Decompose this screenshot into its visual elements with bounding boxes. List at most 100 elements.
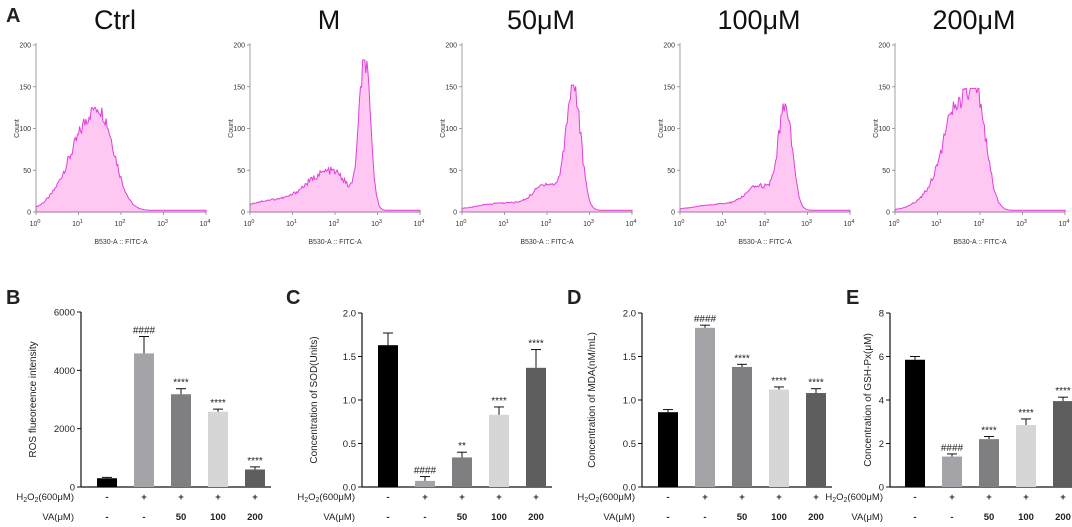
histogram-x-axis-label: B530-A :: FITC-A	[308, 239, 362, 246]
va-dose-label: 50	[457, 512, 468, 523]
h2o2-sign: +	[215, 492, 221, 503]
va-dose-label: -	[950, 512, 953, 523]
histogram-5: 200μM 0 50 100 150 200 100 101 102 103 104 Count B53…	[873, 5, 1069, 246]
histogram-y-tick-label: 0	[671, 210, 675, 217]
histogram-title: M	[318, 5, 341, 35]
histogram-x-tick-label: 100	[244, 219, 255, 228]
bar-y-axis-label: Concentration of MDA(nM/mL)	[587, 332, 598, 468]
h2o2-sign: +	[252, 492, 258, 503]
va-dose-label: 200	[247, 512, 263, 523]
histogram-y-tick-label: 0	[453, 210, 457, 217]
histogram-y-tick-label: 0	[886, 210, 890, 217]
bar-200	[806, 393, 826, 487]
panel-label-a: A	[6, 5, 20, 27]
histogram-x-tick-label: 102	[974, 219, 985, 228]
histogram-x-tick-label: 102	[115, 219, 126, 228]
bar-200	[526, 367, 546, 487]
histogram-curve	[894, 87, 1066, 213]
h2o2-sign: -	[105, 492, 108, 503]
h2o2-sign: +	[178, 492, 184, 503]
significance-label: ****	[734, 353, 750, 364]
bar-m	[415, 480, 435, 487]
histogram-title: Ctrl	[94, 5, 136, 35]
histogram-curve	[35, 107, 207, 213]
bar-100	[208, 411, 228, 487]
histogram-x-tick-label: 101	[286, 219, 297, 228]
h2o2-sign: +	[141, 492, 147, 503]
h2o2-sign: +	[496, 492, 502, 503]
bar-m	[942, 456, 962, 487]
bar-y-tick-label: 0.5	[623, 439, 636, 450]
va-row-label: VA(μM)	[603, 512, 635, 523]
bar-y-tick-label: 4000	[54, 366, 75, 377]
histogram-y-tick-label: 0	[241, 210, 245, 217]
histogram-y-tick-label: 200	[878, 43, 890, 50]
histogram-x-tick-label: 101	[931, 219, 942, 228]
va-row-label: VA(μM)	[42, 512, 74, 523]
histogram-y-axis-label: Count	[658, 119, 665, 138]
histogram-y-tick-label: 200	[663, 43, 675, 50]
bar-y-tick-label: 8	[879, 309, 884, 320]
histogram-panels: Ctrl 0 50 100 150 200 100 101 102 103 104 Count B530…	[14, 5, 1069, 246]
h2o2-sign: +	[422, 492, 428, 503]
histogram-x-tick-label: 100	[456, 219, 467, 228]
bar-50	[171, 394, 191, 487]
bar-y-tick-label: 6000	[54, 308, 75, 319]
histogram-2: M 0 50 100 150 200 100 101 102 103 104 Count B530-A …	[228, 5, 424, 246]
h2o2-sign: +	[533, 492, 539, 503]
histogram-y-tick-label: 100	[445, 126, 457, 133]
significance-label: ####	[414, 466, 437, 477]
bar-200	[245, 469, 265, 487]
bar-y-tick-label: 1.0	[623, 396, 636, 407]
significance-label: ####	[133, 326, 156, 337]
bar-m	[134, 353, 154, 487]
histogram-y-tick-label: 100	[663, 126, 675, 133]
significance-label: ****	[210, 398, 226, 409]
histogram-y-axis-label: Count	[873, 119, 880, 138]
bar-50	[979, 439, 999, 487]
histogram-x-tick-label: 103	[371, 219, 382, 228]
histogram-x-axis-label: B530-A :: FITC-A	[953, 239, 1007, 246]
significance-label: ****	[981, 426, 997, 437]
histogram-x-tick-label: 102	[329, 219, 340, 228]
histogram-y-tick-label: 150	[663, 84, 675, 91]
histogram-x-tick-label: 101	[72, 219, 83, 228]
va-dose-label: 50	[176, 512, 187, 523]
histogram-y-tick-label: 150	[878, 84, 890, 91]
histogram-y-tick-label: 50	[23, 168, 31, 175]
h2o2-sign: -	[386, 492, 389, 503]
h2o2-sign: +	[1023, 492, 1029, 503]
histogram-y-axis-label: Count	[228, 119, 235, 138]
significance-label: ####	[941, 443, 964, 454]
bar-50	[732, 366, 752, 487]
histogram-x-axis-label: B530-A :: FITC-A	[94, 239, 148, 246]
significance-label: ****	[247, 456, 263, 467]
histogram-x-tick-label: 100	[889, 219, 900, 228]
bar-ctrl	[658, 412, 678, 487]
histogram-x-tick-label: 100	[674, 219, 685, 228]
histogram-y-tick-label: 100	[233, 126, 245, 133]
histogram-y-axis-label: Count	[440, 119, 447, 138]
bar-ctrl	[378, 345, 398, 487]
bar-100	[1016, 425, 1036, 487]
bar-y-tick-label: 0.0	[623, 483, 636, 494]
bar-100	[769, 389, 789, 487]
bar-y-tick-label: 6	[879, 352, 884, 363]
histogram-y-tick-label: 0	[27, 210, 31, 217]
histogram-y-tick-label: 200	[233, 43, 245, 50]
histogram-y-tick-label: 150	[19, 84, 31, 91]
bar-y-tick-label: 4	[879, 396, 884, 407]
significance-label: ****	[528, 339, 544, 350]
h2o2-sign: +	[702, 492, 708, 503]
bar-y-tick-label: 0.0	[343, 483, 356, 494]
histogram-y-tick-label: 150	[445, 84, 457, 91]
bar-chart-e: 0 2 4 6 8 Concentration of GSH-Px(μM) - - #### + -…	[825, 309, 1072, 523]
significance-label: ****	[771, 376, 787, 387]
h2o2-sign: +	[459, 492, 465, 503]
histogram-x-tick-label: 103	[801, 219, 812, 228]
va-dose-label: 200	[808, 512, 824, 523]
bar-y-tick-label: 0	[879, 483, 884, 494]
histogram-x-tick-label: 103	[1016, 219, 1027, 228]
